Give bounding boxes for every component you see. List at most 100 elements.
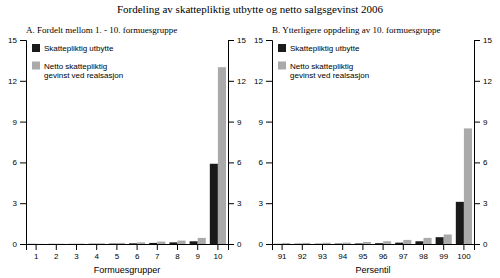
legend-item: Netto skattepliktiggevinst ved realsasjo… [32,62,123,81]
bar [178,241,186,244]
y2-tick-mark [474,162,480,163]
x-tick-mark [383,244,384,250]
bar [302,243,310,244]
x-tick: 91 [278,244,287,261]
legend-swatch [278,44,286,52]
y-tick-mark [266,203,272,204]
bar [314,243,322,244]
y2-tick: 9 [474,118,488,127]
y-tick: 12 [254,77,272,86]
x-tick: 94 [338,244,347,261]
x-tick: 99 [439,244,448,261]
series [274,202,464,244]
bar [436,237,444,244]
x-tick: 2 [54,244,59,261]
bar [77,243,85,244]
x-tick: 5 [115,244,120,261]
y2-tick-mark [228,244,234,245]
y-tick-label: 12 [254,77,263,86]
y2-tick-mark [228,203,234,204]
y2-tick-label: 15 [483,36,492,45]
x-tick-mark [282,244,283,250]
x-tick-label: 96 [379,252,388,261]
bar [403,240,411,244]
bar [190,241,198,244]
y-tick-mark [266,40,272,41]
y-tick-mark [20,81,26,82]
y2-tick-label: 0 [237,240,242,249]
y-tick-mark [20,122,26,123]
bar [117,243,125,244]
bar [383,241,391,244]
bar [149,243,157,244]
x-tick-mark [96,244,97,250]
x-tick-label: 2 [54,252,59,261]
y2-tick-label: 12 [237,77,246,86]
x-tick: 3 [74,244,79,261]
x-tick: 8 [175,244,180,261]
x-tick-mark [403,244,404,250]
y-tick-mark [266,162,272,163]
bar [36,243,44,244]
y-tick-mark [20,40,26,41]
y-tick-label: 0 [259,240,264,249]
legend-swatch [278,62,286,70]
bar [294,243,302,244]
bar [456,202,464,244]
x-tick-mark [137,244,138,250]
bar [282,243,290,244]
x-tick-mark [423,244,424,250]
x-tick-mark [76,244,77,250]
x-tick: 92 [298,244,307,261]
chart-title: Fordeling av skattepliktig utbytte og ne… [117,3,384,15]
y2-tick-label: 15 [237,36,246,45]
x-tick-mark [463,244,464,250]
bars [28,67,226,244]
x-tick: 9 [195,244,200,261]
x-tick: 93 [318,244,327,261]
bar [363,242,371,244]
x-tick-mark [217,244,218,250]
y2-tick-mark [228,40,234,41]
bar [198,238,206,244]
legend-label: Netto skattepliktiggevinst ved realsasjo… [290,62,369,81]
y2-tick-label: 0 [483,240,488,249]
y-tick: 12 [8,77,26,86]
y-tick: 3 [259,199,272,208]
bar [157,242,165,244]
series [28,164,218,244]
legend-item: Skattepliktig utbytte [278,44,360,53]
x-tick-label: 94 [338,252,347,261]
x-tick-mark [302,244,303,250]
x-tick-label: 99 [439,252,448,261]
y-tick: 3 [13,199,26,208]
bar [97,243,105,244]
series [36,67,226,244]
x-tick-label: 6 [135,252,140,261]
bar [335,243,343,244]
bar [68,243,76,244]
y2-tick-mark [474,40,480,41]
bar [355,243,363,244]
x-tick-mark [177,244,178,250]
bar [323,243,331,244]
y2-tick-label: 3 [237,199,242,208]
y-tick-label: 0 [13,240,18,249]
y-tick-mark [20,203,26,204]
y2-tick: 6 [474,158,488,167]
y-tick-mark [20,162,26,163]
bar [395,243,403,244]
y-tick-mark [266,244,272,245]
legend: Skattepliktig utbytte Netto skattepliktig… [278,44,369,80]
y-tick-label: 12 [8,77,17,86]
y2-tick-mark [228,81,234,82]
chart-container: Fordeling av skattepliktig utbytte og ne… [0,0,500,278]
bar [444,234,452,244]
x-tick: 97 [399,244,408,261]
x-tick: 100 [457,244,471,261]
bar [375,243,383,244]
x-axis-line [273,245,475,251]
x-tick: 95 [358,244,367,261]
x-tick-mark [157,244,158,250]
y2-tick: 9 [228,118,242,127]
